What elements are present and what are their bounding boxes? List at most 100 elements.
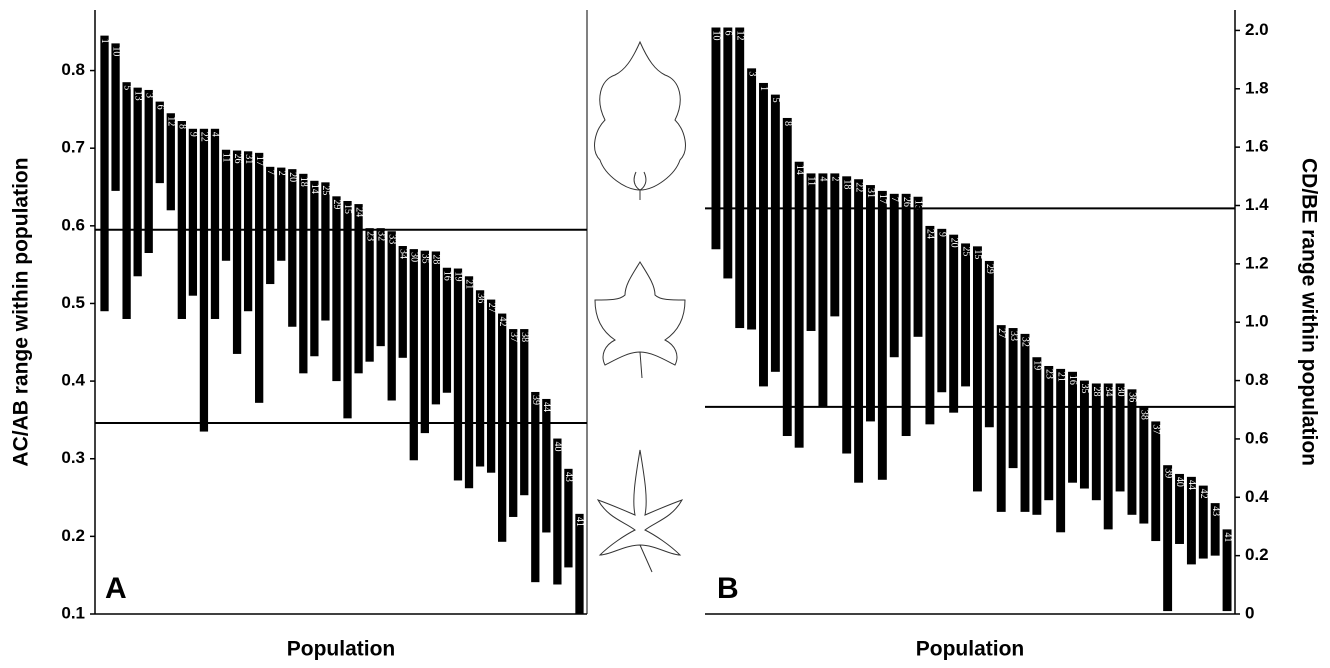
population-label: 11	[221, 153, 232, 163]
y-tick-label: 0.5	[61, 293, 85, 312]
range-bar	[244, 151, 252, 311]
population-label: 12	[734, 31, 745, 41]
population-label: 14	[309, 184, 320, 194]
population-label: 11	[806, 176, 817, 186]
population-label: 44	[1186, 480, 1197, 490]
range-bar	[454, 269, 462, 481]
range-bar	[432, 251, 440, 404]
population-label: 36	[475, 293, 486, 303]
population-label: 19	[1032, 360, 1043, 370]
population-label: 9	[188, 132, 199, 137]
population-label: 28	[1091, 386, 1102, 396]
x-axis-title: Population	[916, 638, 1025, 661]
population-label: 4	[210, 132, 221, 137]
population-label: 40	[552, 442, 563, 452]
range-bar	[1139, 407, 1148, 524]
population-label: 29	[331, 199, 342, 209]
population-label: 13	[132, 91, 143, 101]
population-label: 4	[818, 176, 829, 181]
range-bar	[1080, 381, 1089, 489]
range-bar	[1009, 328, 1018, 468]
population-label: 15	[342, 204, 353, 214]
population-label: 18	[841, 179, 852, 189]
range-bar	[299, 174, 307, 374]
population-label: 36	[1127, 392, 1138, 402]
range-bar	[1068, 372, 1077, 483]
range-bar	[866, 185, 875, 421]
y-tick-label: 0.6	[1245, 428, 1269, 447]
range-bar	[759, 83, 768, 386]
range-bar	[1151, 421, 1160, 541]
population-label: 44	[541, 402, 552, 412]
population-label: 8	[782, 121, 793, 126]
population-label: 33	[1008, 331, 1019, 341]
population-label: 15	[972, 249, 983, 259]
population-label: 10	[711, 31, 722, 41]
range-bar	[310, 181, 318, 356]
range-bar	[277, 168, 285, 261]
range-bar	[973, 246, 982, 491]
figure: 0.10.20.30.40.50.60.70.81105133612892241…	[0, 0, 1330, 668]
population-label: 39	[530, 395, 541, 405]
panel-label: A	[105, 572, 127, 605]
population-label: 39	[1162, 468, 1173, 478]
y-tick-label: 1.2	[1245, 253, 1269, 272]
population-label: 26	[901, 197, 912, 207]
population-label: 6	[154, 105, 165, 110]
population-label: 24	[353, 207, 364, 217]
range-bar	[211, 129, 219, 319]
population-label: 5	[121, 85, 132, 90]
y-tick-label: 2.0	[1245, 20, 1269, 39]
population-label: 29	[984, 264, 995, 274]
range-bar	[410, 249, 418, 460]
range-bar	[902, 194, 911, 436]
range-bar	[465, 276, 473, 488]
range-bar	[1092, 383, 1101, 500]
range-bar	[1187, 477, 1196, 565]
range-bar	[377, 228, 385, 346]
population-label: 12	[165, 116, 176, 126]
range-bar	[167, 113, 175, 210]
range-bar	[266, 167, 274, 284]
range-bar	[189, 129, 197, 296]
population-label: 7	[265, 170, 276, 175]
population-label: 41	[1222, 532, 1233, 542]
range-bar	[487, 300, 495, 473]
population-label: 18	[298, 177, 309, 187]
population-label: 21	[464, 279, 475, 289]
population-label: 43	[563, 472, 574, 482]
range-bar	[365, 228, 373, 362]
population-label: 37	[508, 332, 519, 342]
population-label: 17	[254, 156, 265, 166]
range-bar	[1044, 366, 1053, 500]
population-label: 31	[243, 154, 254, 164]
population-label: 32	[1020, 337, 1031, 347]
range-bar	[321, 182, 329, 320]
population-label: 28	[431, 254, 442, 264]
population-label: 3	[143, 93, 154, 98]
population-label: 14	[794, 165, 805, 175]
population-label: 25	[320, 185, 331, 195]
population-label: 20	[948, 238, 959, 248]
population-label: 24	[925, 229, 936, 239]
range-bar	[771, 95, 780, 372]
range-bar	[925, 226, 934, 424]
population-label: 22	[853, 182, 864, 192]
population-label: 40	[1174, 477, 1185, 487]
range-bar	[399, 246, 407, 358]
y-tick-label: 0.2	[1245, 545, 1269, 564]
population-label: 22	[199, 132, 210, 142]
range-bar	[156, 102, 164, 184]
population-label: 2	[830, 176, 841, 181]
range-bar	[997, 325, 1006, 512]
population-label: 19	[453, 272, 464, 282]
population-label: 38	[519, 332, 530, 342]
population-label: 10	[110, 46, 121, 56]
population-label: 2	[276, 171, 287, 176]
population-label: 35	[1079, 384, 1090, 394]
range-bar	[878, 191, 887, 480]
population-label: 31	[865, 188, 876, 198]
y-tick-label: 0.4	[61, 371, 85, 390]
x-axis-title: Population	[287, 638, 396, 661]
population-label: 7	[889, 197, 900, 202]
